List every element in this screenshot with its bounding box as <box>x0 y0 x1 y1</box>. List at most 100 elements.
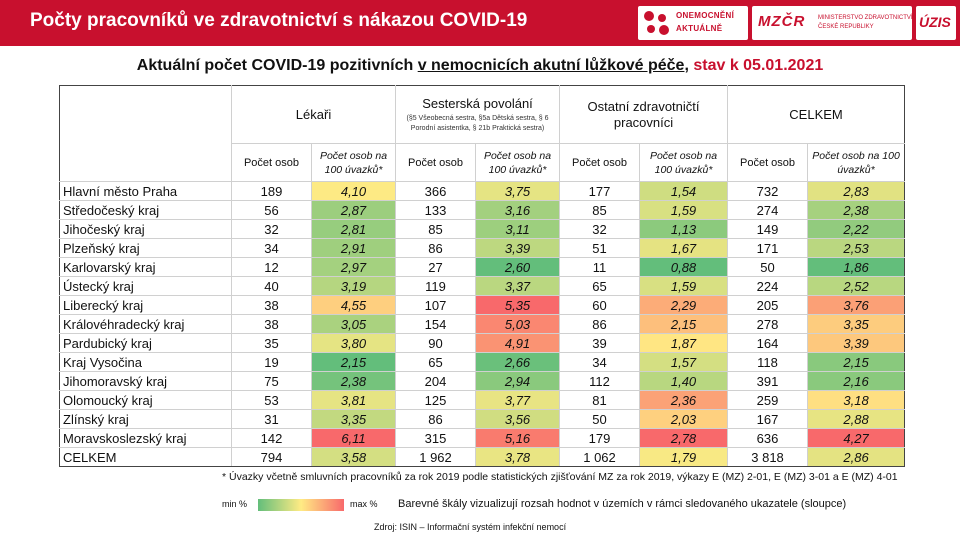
count-cell: 167 <box>728 410 808 429</box>
rate-cell: 2,53 <box>808 239 905 258</box>
region-name: Karlovarský kraj <box>60 258 232 277</box>
table-row: Liberecký kraj 38 4,55 107 5,35 60 2,29 205 3,76 <box>60 296 905 315</box>
count-cell: 50 <box>728 258 808 277</box>
count-cell: 75 <box>232 372 312 391</box>
ministry-logo[interactable]: MZČR MINISTERSTVO ZDRAVOTNICTVÍ ČESKÉ RE… <box>752 6 912 40</box>
rate-cell: 1,86 <box>808 258 905 277</box>
table-row: Karlovarský kraj 12 2,97 27 2,60 11 0,88 50 1,86 <box>60 258 905 277</box>
rate-cell: 2,94 <box>476 372 560 391</box>
rate-cell: 2,36 <box>640 391 728 410</box>
rate-cell: 3,05 <box>312 315 396 334</box>
count-cell: 11 <box>560 258 640 277</box>
rate-cell: 2,38 <box>312 372 396 391</box>
rate-cell: 2,15 <box>312 353 396 372</box>
count-cell: 278 <box>728 315 808 334</box>
count-cell: 119 <box>396 277 476 296</box>
rate-cell: 4,27 <box>808 429 905 448</box>
total-row: CELKEM 794 3,58 1 962 3,78 1 062 1,79 3 818 2,86 <box>60 448 905 467</box>
rate-cell: 3,16 <box>476 201 560 220</box>
ministry-logo-line1: MINISTERSTVO ZDRAVOTNICTVÍ <box>818 15 913 21</box>
rate-cell: 2,16 <box>808 372 905 391</box>
count-cell: 118 <box>728 353 808 372</box>
rate-cell: 3,35 <box>312 410 396 429</box>
region-name: Královéhradecký kraj <box>60 315 232 334</box>
table-row: Olomoucký kraj 53 3,81 125 3,77 81 2,36 259 3,18 <box>60 391 905 410</box>
rate-cell: 1,67 <box>640 239 728 258</box>
rate-cell: 6,11 <box>312 429 396 448</box>
count-cell: 86 <box>396 410 476 429</box>
ministry-logo-mark: MZČR <box>758 13 805 30</box>
rate-cell: 1,57 <box>640 353 728 372</box>
count-cell: 133 <box>396 201 476 220</box>
rate-cell: 3,39 <box>808 334 905 353</box>
region-name: Ústecký kraj <box>60 277 232 296</box>
col-header-rate: Počet osob na 100 úvazků* <box>808 144 905 182</box>
count-cell: 1 962 <box>396 448 476 467</box>
region-name: Liberecký kraj <box>60 296 232 315</box>
table-row: Královéhradecký kraj 38 3,05 154 5,03 86 2,15 2… <box>60 315 905 334</box>
count-cell: 65 <box>396 353 476 372</box>
covid-logo[interactable]: ONEMOCNĚNÍ AKTUÁLNĚ <box>638 6 748 40</box>
count-cell: 38 <box>232 296 312 315</box>
uzis-logo[interactable]: ÚZIS <box>916 6 956 40</box>
table-title-part1: Aktuální počet COVID-19 pozitivních <box>137 57 418 74</box>
table-row: Ústecký kraj 40 3,19 119 3,37 65 1,59 224 2,52 <box>60 277 905 296</box>
rate-cell: 2,60 <box>476 258 560 277</box>
count-cell: 1 062 <box>560 448 640 467</box>
region-name: Kraj Vysočina <box>60 353 232 372</box>
rate-cell: 2,91 <box>312 239 396 258</box>
col-header-count: Počet osob <box>396 144 476 182</box>
count-cell: 40 <box>232 277 312 296</box>
count-cell: 85 <box>396 220 476 239</box>
col-header-rate: Počet osob na 100 úvazků* <box>476 144 560 182</box>
count-cell: 154 <box>396 315 476 334</box>
rate-cell: 3,78 <box>476 448 560 467</box>
region-name: Jihočeský kraj <box>60 220 232 239</box>
count-cell: 149 <box>728 220 808 239</box>
count-cell: 85 <box>560 201 640 220</box>
ministry-logo-line2: ČESKÉ REPUBLIKY <box>818 24 874 30</box>
source-note: Zdroj: ISIN – Informační systém infekční… <box>374 522 566 532</box>
legend-max-label: max % <box>350 499 378 509</box>
group-note: (§5 Všeobecná sestra, §5a Dětská sestra,… <box>396 114 559 134</box>
rate-cell: 3,37 <box>476 277 560 296</box>
rate-cell: 4,91 <box>476 334 560 353</box>
count-cell: 31 <box>232 410 312 429</box>
table-title-underlined: v nemocnicích akutní lůžkové péče <box>418 57 685 74</box>
count-cell: 32 <box>560 220 640 239</box>
rate-cell: 1,54 <box>640 182 728 201</box>
rate-cell: 3,76 <box>808 296 905 315</box>
rate-cell: 5,16 <box>476 429 560 448</box>
count-cell: 794 <box>232 448 312 467</box>
count-cell: 391 <box>728 372 808 391</box>
region-name: Středočeský kraj <box>60 201 232 220</box>
col-header-count: Počet osob <box>728 144 808 182</box>
region-name: Moravskoslezský kraj <box>60 429 232 448</box>
group-header-ostatni: Ostatní zdravotničtí pracovníci <box>560 86 728 144</box>
count-cell: 60 <box>560 296 640 315</box>
rate-cell: 3,77 <box>476 391 560 410</box>
region-name: Jihomoravský kraj <box>60 372 232 391</box>
count-cell: 224 <box>728 277 808 296</box>
count-cell: 27 <box>396 258 476 277</box>
table-row: Středočeský kraj 56 2,87 133 3,16 85 1,59 274 2,… <box>60 201 905 220</box>
rate-cell: 2,66 <box>476 353 560 372</box>
rate-cell: 3,56 <box>476 410 560 429</box>
count-cell: 142 <box>232 429 312 448</box>
rate-cell: 3,81 <box>312 391 396 410</box>
rate-cell: 2,52 <box>808 277 905 296</box>
table-row: Jihočeský kraj 32 2,81 85 3,11 32 1,13 149 2,22 <box>60 220 905 239</box>
rate-cell: 2,38 <box>808 201 905 220</box>
rate-cell: 3,35 <box>808 315 905 334</box>
count-cell: 86 <box>396 239 476 258</box>
rate-cell: 1,87 <box>640 334 728 353</box>
rate-cell: 0,88 <box>640 258 728 277</box>
table-row: Plzeňský kraj 34 2,91 86 3,39 51 1,67 171 2,53 <box>60 239 905 258</box>
group-header-celkem: CELKEM <box>728 86 905 144</box>
count-cell: 32 <box>232 220 312 239</box>
count-cell: 90 <box>396 334 476 353</box>
count-cell: 177 <box>560 182 640 201</box>
group-title: Sesterská povolání <box>422 96 533 111</box>
count-cell: 35 <box>232 334 312 353</box>
rate-cell: 5,35 <box>476 296 560 315</box>
